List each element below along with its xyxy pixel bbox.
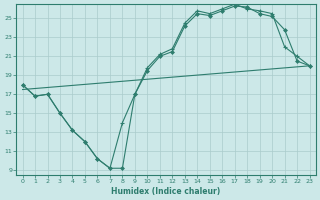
- X-axis label: Humidex (Indice chaleur): Humidex (Indice chaleur): [111, 187, 221, 196]
